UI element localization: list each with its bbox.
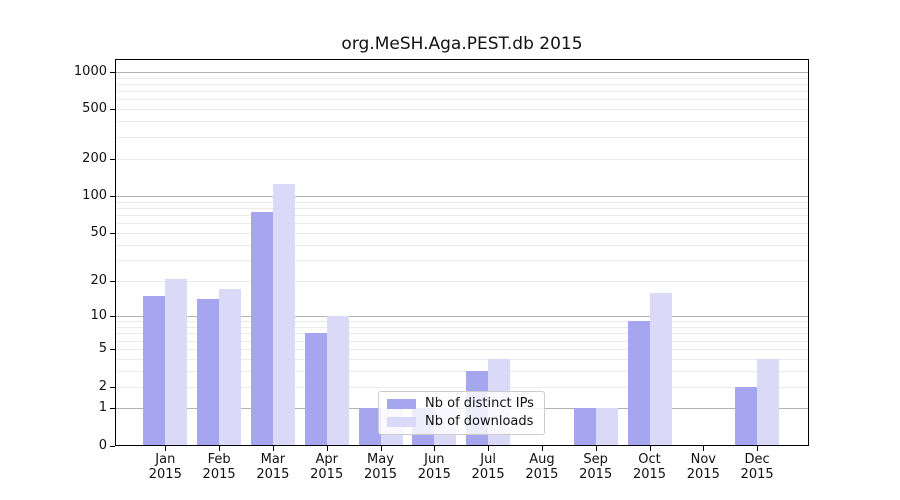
bar-nb-of-distinct-ips-jan-2015 [143,295,166,446]
y-tick-mark [110,109,115,111]
gridline-minor [115,348,809,350]
bar-nb-of-distinct-ips-feb-2015 [197,299,220,446]
y-tick-label: 100 [82,188,107,204]
x-tick-label-jun: Jun 2015 [417,452,451,482]
y-tick-mark [110,408,115,410]
gridline-major [115,316,809,318]
gridline-minor [115,109,809,111]
bar-nb-of-distinct-ips-apr-2015 [304,333,327,446]
x-tick-mark [219,446,221,451]
y-tick-label: 1 [98,400,107,416]
x-tick-label-mar: Mar 2015 [256,452,290,482]
legend-item-downloads: Nb of downloads [387,415,536,429]
legend-label-downloads: Nb of downloads [425,414,534,429]
bar-nb-of-distinct-ips-sep-2015 [573,408,596,446]
y-tick-label: 500 [82,101,107,117]
bar-nb-of-downloads-sep-2015 [595,408,618,446]
y-tick-label: 5 [98,340,107,356]
x-tick-label-jul: Jul 2015 [471,452,505,482]
bar-nb-of-downloads-dec-2015 [757,358,780,446]
x-tick-mark [649,446,651,451]
x-tick-label-feb: Feb 2015 [202,452,236,482]
gridline-minor [115,358,809,360]
y-tick-mark [110,196,115,198]
y-tick-mark [110,316,115,318]
bar-nb-of-downloads-mar-2015 [272,184,295,446]
bar-nb-of-downloads-oct-2015 [649,292,672,446]
y-tick-label: 1000 [73,63,107,79]
y-tick-mark [110,281,115,283]
bar-nb-of-downloads-apr-2015 [326,316,349,446]
bar-nb-of-distinct-ips-dec-2015 [735,386,758,446]
legend-swatch-downloads [387,417,416,427]
gridline-minor [115,370,809,372]
x-tick-mark [380,446,382,451]
x-tick-mark [541,446,543,451]
x-tick-label-apr: Apr 2015 [310,452,344,482]
x-tick-label-may: May 2015 [363,452,398,482]
gridline-minor [115,281,809,283]
y-tick-label: 200 [82,150,107,166]
gridline-minor [115,386,809,388]
bar-nb-of-downloads-feb-2015 [219,289,242,446]
y-tick-mark [110,233,115,235]
y-tick-mark [110,158,115,160]
y-tick-label: 0 [98,438,107,453]
y-tick-mark [110,446,115,447]
gridline-minor [115,215,809,217]
bar-nb-of-distinct-ips-mar-2015 [250,212,273,446]
x-tick-mark [434,446,436,451]
y-tick-label: 20 [90,273,107,289]
y-tick-mark [110,348,115,350]
gridline-minor [115,201,809,203]
legend-label-distinct-ips: Nb of distinct IPs [425,396,534,411]
legend-swatch-distinct-ips [387,399,416,409]
y-tick-label: 50 [90,225,107,241]
gridline-minor [115,233,809,235]
gridline-minor [115,333,809,335]
gridline-minor [115,121,809,123]
gridline-minor [115,91,809,93]
x-tick-mark [272,446,274,451]
x-tick-mark [488,446,490,451]
x-tick-mark [165,446,167,451]
legend: Nb of distinct IPs Nb of downloads [378,391,545,435]
x-tick-label-jan: Jan 2015 [148,452,182,482]
x-tick-label-oct: Oct 2015 [632,452,667,482]
y-tick-label: 10 [90,308,107,324]
bar-nb-of-downloads-jan-2015 [165,278,188,446]
x-tick-mark [757,446,759,451]
gridline-minor [115,321,809,323]
gridline-minor [115,77,809,79]
gridline-minor [115,83,809,85]
x-tick-label-dec: Dec 2015 [740,452,774,482]
chart-title: org.MeSH.Aga.PEST.db 2015 [341,34,583,54]
gridline-minor [115,99,809,101]
plot-area: Nb of distinct IPs Nb of downloads [115,59,809,446]
x-tick-label-aug: Aug 2015 [525,452,559,482]
legend-item-distinct-ips: Nb of distinct IPs [387,397,536,411]
gridline-minor [115,260,809,262]
x-tick-mark [326,446,328,451]
bar-nb-of-distinct-ips-oct-2015 [627,321,650,446]
bar-nb-of-distinct-ips-may-2015 [358,408,381,446]
y-tick-mark [110,71,115,73]
x-tick-mark [595,446,597,451]
gridline-minor [115,158,809,160]
gridline-minor [115,327,809,328]
y-tick-mark [110,386,115,388]
gridline-minor [115,136,809,138]
x-tick-mark [703,446,705,451]
gridline-minor [115,340,809,342]
x-tick-label-nov: Nov 2015 [686,452,720,482]
gridline-minor [115,223,809,225]
y-tick-label: 2 [98,378,107,394]
gridline-major [115,196,809,198]
x-tick-label-sep: Sep 2015 [579,452,613,482]
gridline-minor [115,208,809,209]
gridline-minor [115,244,809,246]
gridline-major [115,71,809,73]
